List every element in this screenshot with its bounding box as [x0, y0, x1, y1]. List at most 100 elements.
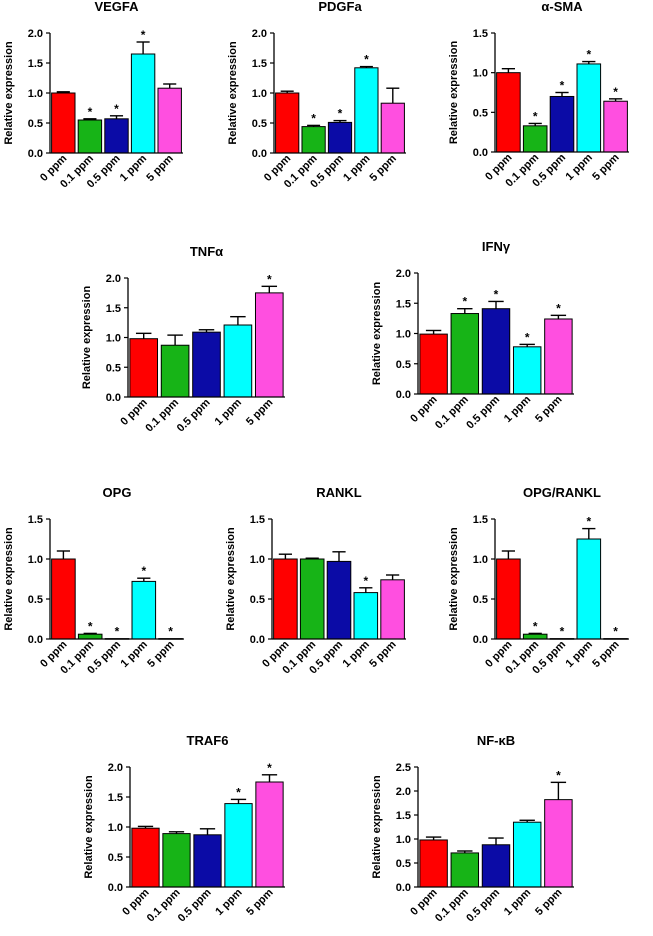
bar-5-ppm: [603, 100, 628, 153]
x-tick-label: 1 ppm: [564, 638, 596, 670]
y-axis-label: Relative expression: [371, 775, 383, 879]
significance-star: *: [141, 28, 146, 42]
significance-star: *: [88, 105, 93, 119]
y-tick-label: 0.5: [28, 118, 43, 130]
bar-1-ppm: [354, 67, 379, 154]
significance-star: *: [141, 564, 146, 578]
significance-star: *: [114, 102, 119, 116]
y-tick-label: 0.5: [473, 107, 488, 119]
x-tick-label: 1 ppm: [502, 393, 534, 425]
bar-0-5-ppm: [192, 331, 221, 398]
chart-title: VEGFA: [94, 0, 139, 14]
y-tick-label: 0.5: [106, 362, 121, 374]
significance-star: *: [556, 768, 561, 782]
y-tick-label: 0.5: [250, 594, 265, 606]
y-tick-label: 0.5: [252, 118, 267, 130]
y-tick-label: 0.0: [252, 148, 267, 160]
x-tick-label: 5 ppm: [590, 638, 622, 670]
y-axis-label: Relative expression: [81, 286, 93, 390]
y-tick-label: 1.5: [473, 514, 488, 526]
bar-1-ppm: [512, 821, 542, 888]
chart-title: OPG: [103, 485, 132, 500]
x-tick-label: 5 ppm: [590, 151, 622, 183]
bar-0-1-ppm: [77, 633, 103, 640]
bar-5-ppm: [157, 87, 182, 154]
y-tick-label: 0.5: [28, 594, 43, 606]
significance-star: *: [364, 53, 369, 67]
bar-0-ppm: [51, 92, 76, 154]
x-tick-label: 1 ppm: [213, 396, 245, 428]
bar-0-ppm: [419, 839, 448, 888]
y-tick-label: 0.0: [250, 634, 265, 646]
y-tick-label: 1.5: [28, 58, 43, 70]
significance-star: *: [311, 111, 316, 125]
y-tick-label: 0.5: [396, 359, 411, 371]
bar-0-ppm: [273, 558, 298, 640]
y-tick-label: 2.0: [396, 268, 411, 280]
x-tick-label: 5 ppm: [145, 638, 177, 670]
bar-0-1-ppm: [299, 558, 325, 640]
bar-5-ppm: [254, 292, 284, 398]
y-axis-label: Relative expression: [3, 527, 15, 631]
bar-0-5-ppm: [549, 95, 575, 153]
y-tick-label: 0.0: [106, 392, 121, 404]
significance-star: *: [586, 515, 591, 529]
bar-0-1-ppm: [77, 119, 103, 154]
significance-star: *: [338, 107, 343, 121]
significance-star: *: [267, 761, 272, 775]
bar-1-ppm: [576, 63, 602, 153]
x-tick-label: 0.5 ppm: [464, 393, 502, 431]
x-tick-label: 5 ppm: [244, 886, 276, 918]
significance-star: *: [267, 272, 272, 286]
bar-1-ppm: [576, 538, 602, 640]
y-tick-label: 1.0: [106, 333, 121, 345]
significance-star: *: [494, 287, 499, 301]
x-tick-label: 1 ppm: [341, 152, 373, 184]
y-tick-label: 1.0: [28, 554, 43, 566]
x-tick-label: 5 ppm: [368, 152, 400, 184]
y-tick-label: 0.0: [473, 147, 488, 159]
bar-1-ppm: [131, 580, 157, 640]
significance-star: *: [363, 574, 368, 588]
significance-star: *: [560, 625, 565, 639]
x-tick-label: 5 ppm: [533, 886, 565, 918]
y-tick-label: 1.5: [108, 792, 123, 804]
y-axis-label: Relative expression: [227, 41, 239, 145]
y-tick-label: 0.0: [108, 882, 123, 894]
y-tick-label: 1.0: [396, 329, 411, 341]
significance-star: *: [586, 48, 591, 62]
chart-title: OPG/RANKL: [523, 485, 601, 500]
bar-0-1-ppm: [522, 633, 548, 640]
y-tick-label: 2.0: [28, 28, 43, 40]
x-tick-label: 1 ppm: [119, 638, 151, 670]
bar-0-5-ppm: [481, 844, 511, 888]
bar-5-ppm: [380, 102, 405, 154]
y-tick-label: 0.5: [108, 852, 123, 864]
significance-star: *: [533, 109, 538, 123]
chart-title: TRAF6: [187, 733, 229, 748]
x-tick-label: 5 ppm: [367, 638, 399, 670]
bar-5-ppm: [255, 781, 284, 888]
y-tick-label: 1.5: [396, 298, 411, 310]
bar-0-1-ppm: [522, 125, 548, 153]
y-tick-label: 1.5: [106, 303, 121, 315]
x-tick-label: 0.5 ppm: [176, 886, 214, 924]
y-tick-label: 0.0: [396, 882, 411, 894]
bar-1-ppm: [224, 803, 253, 888]
bar-0-ppm: [496, 558, 521, 640]
y-tick-label: 1.5: [396, 810, 411, 822]
chart-title: RANKL: [316, 485, 362, 500]
y-tick-label: 0.5: [473, 594, 488, 606]
bar-5-ppm: [544, 799, 573, 888]
bar-0-1-ppm: [160, 344, 190, 398]
x-tick-label: 0.5 ppm: [464, 886, 502, 924]
bar-1-ppm: [130, 53, 156, 154]
significance-star: *: [613, 625, 618, 639]
x-tick-label: 0.1 ppm: [433, 886, 471, 924]
